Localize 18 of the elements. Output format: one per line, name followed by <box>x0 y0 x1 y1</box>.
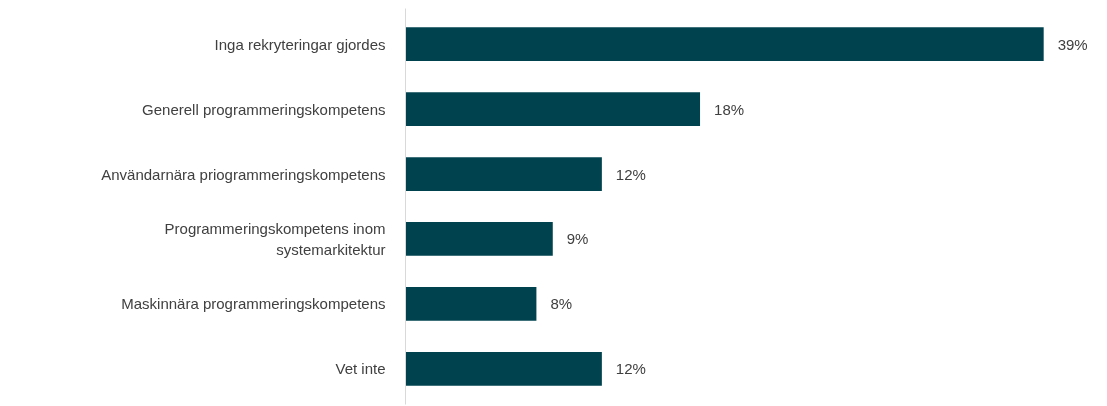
y-tick-label: Användarnära priogrammeringskompetens <box>101 165 386 183</box>
data-label: 12% <box>615 165 646 183</box>
y-tick-label: Maskinnära programmeringskompetens <box>121 295 386 313</box>
data-label: 12% <box>615 360 646 378</box>
bar <box>405 222 553 256</box>
bar <box>405 92 701 126</box>
data-label: 9% <box>566 230 589 248</box>
data-label: 8% <box>550 295 573 313</box>
bar <box>405 157 602 191</box>
y-tick-label: Programmeringskompetens inom systemarkitektur <box>164 220 386 258</box>
y-tick-label: Generell programmeringskompetens <box>142 100 386 118</box>
data-label: 39% <box>1057 35 1088 53</box>
bar <box>405 27 1044 62</box>
bar <box>405 351 602 386</box>
y-tick-label: Vet inte <box>335 360 386 378</box>
data-label: 18% <box>714 100 745 118</box>
y-tick-label: Inga rekryteringar gjordes <box>214 35 386 53</box>
bar <box>405 287 537 321</box>
